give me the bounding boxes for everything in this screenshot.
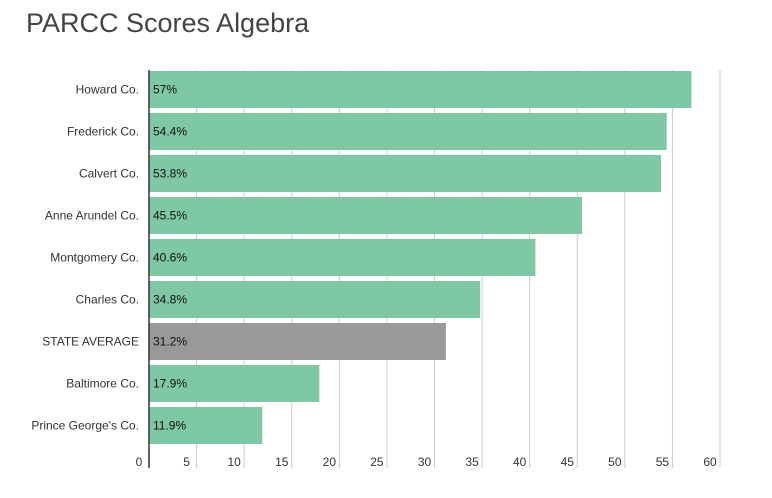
bar	[149, 365, 320, 402]
bar	[149, 239, 536, 276]
x-tick-label: 30	[418, 455, 432, 469]
x-tick-label: 0	[136, 455, 143, 469]
bar	[149, 407, 263, 444]
x-tick-label: 35	[465, 455, 479, 469]
x-tick-label: 25	[370, 455, 384, 469]
x-tick-label: 55	[656, 455, 670, 469]
category-label: Montgomery Co.	[50, 251, 139, 265]
category-label: Prince George's Co.	[31, 419, 139, 433]
data-label: 11.9%	[153, 419, 186, 433]
x-tick-label: 60	[703, 455, 717, 469]
data-label: 45.5%	[153, 209, 187, 223]
bars	[149, 71, 692, 444]
bar	[149, 155, 661, 192]
x-tick-label: 15	[275, 455, 289, 469]
data-label: 40.6%	[153, 251, 187, 265]
x-tick-label: 5	[183, 455, 190, 469]
chart-title: PARCC Scores Algebra	[26, 8, 310, 38]
bar	[149, 113, 667, 150]
bar	[149, 71, 692, 108]
data-label: 53.8%	[153, 167, 187, 181]
x-tick-label: 45	[561, 455, 575, 469]
x-tick-label: 10	[227, 455, 241, 469]
category-label: Baltimore Co.	[66, 377, 139, 391]
x-tick-label: 40	[513, 455, 527, 469]
data-label: 34.8%	[153, 293, 187, 307]
x-tick-label: 50	[608, 455, 622, 469]
category-labels: Howard Co. Frederick Co. Calvert Co. Anne A…	[31, 83, 139, 433]
bar	[149, 323, 446, 360]
category-label: Calvert Co.	[79, 167, 139, 181]
x-tick-labels: 0 5 10 15 20 25 30 35 40 45 50 55 60	[136, 455, 717, 469]
data-labels: 57% 54.4% 53.8% 45.5% 40.6% 34.8% 31.2% 17.9% 11…	[153, 83, 187, 433]
bar	[149, 197, 583, 234]
category-label: Howard Co.	[76, 83, 139, 97]
category-label: Anne Arundel Co.	[45, 209, 139, 223]
x-tick-label: 20	[323, 455, 337, 469]
data-label: 57%	[153, 83, 177, 97]
category-label: Charles Co.	[76, 293, 139, 307]
data-label: 17.9%	[153, 377, 187, 391]
category-label: Frederick Co.	[67, 125, 139, 139]
data-label: 31.2%	[153, 335, 187, 349]
data-label: 54.4%	[153, 125, 187, 139]
category-label: STATE AVERAGE	[42, 335, 139, 349]
bar	[149, 281, 481, 318]
